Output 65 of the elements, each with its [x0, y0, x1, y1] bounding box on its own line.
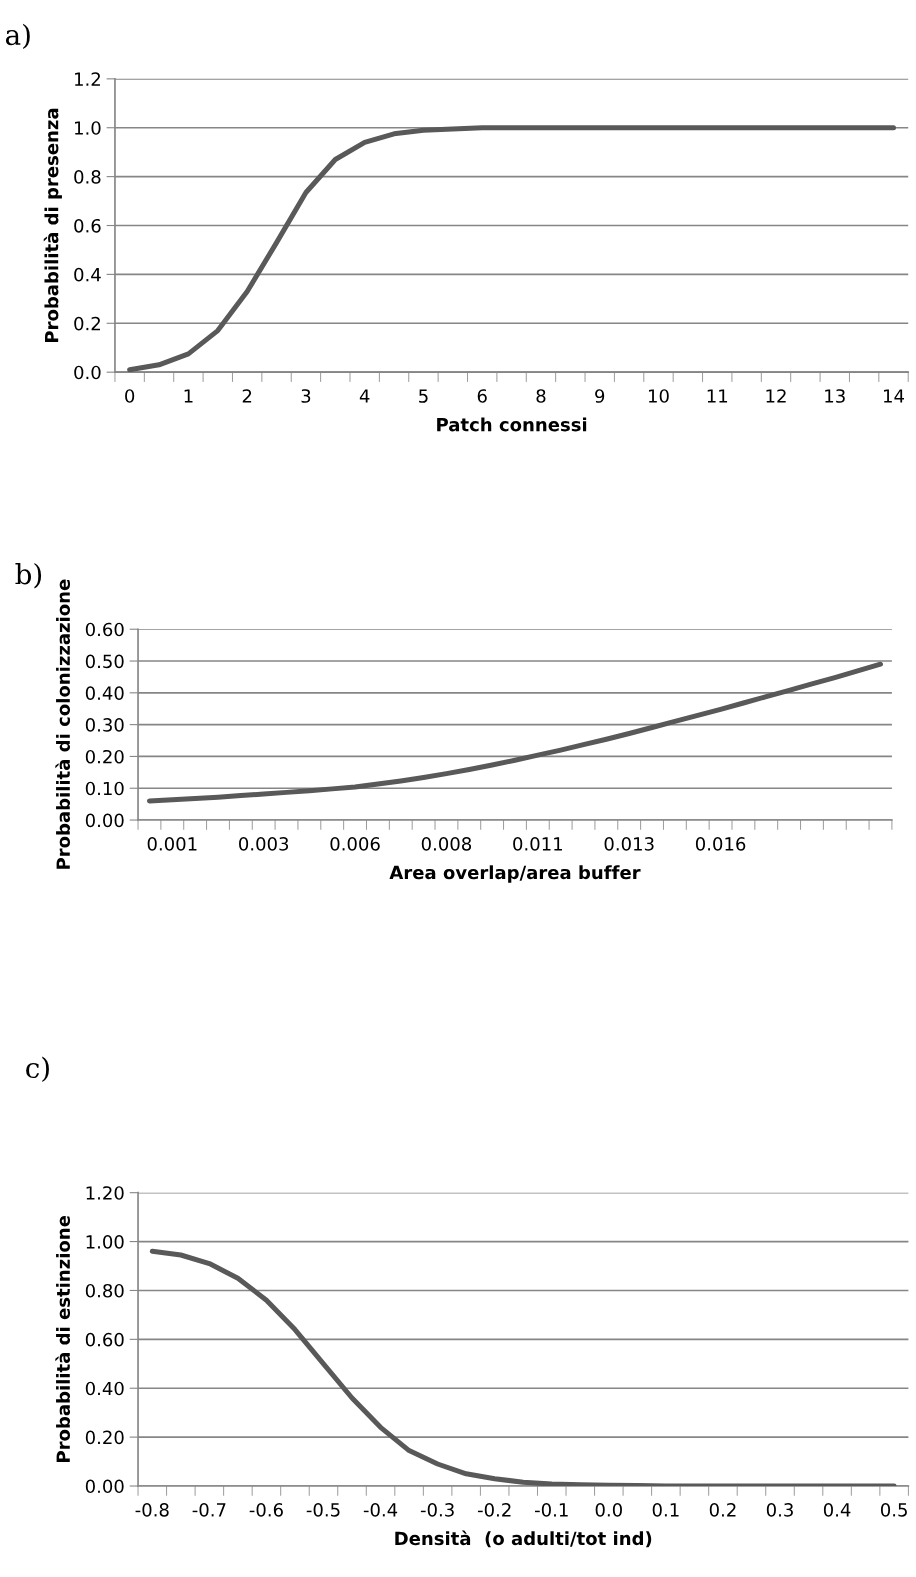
y-tick-label: 0.50 — [85, 654, 124, 669]
x-tick-label: 10 — [648, 389, 669, 403]
x-tick-label: -0.7 — [192, 1502, 226, 1517]
x-tick-label: 9 — [595, 389, 605, 403]
x-tick-label: 11 — [707, 389, 728, 403]
x-tick-label: 0.2 — [709, 1502, 736, 1517]
y-tick-label: 0.80 — [85, 1283, 124, 1298]
y-tick-label: 0.00 — [85, 813, 124, 828]
x-tick-label: 0.4 — [823, 1502, 851, 1517]
x-tick-label: 0.003 — [239, 837, 289, 851]
y-tick-label: 1.20 — [86, 1186, 124, 1200]
x-tick-label: 6 — [477, 389, 487, 403]
x-tick-label: 0.001 — [147, 837, 197, 851]
x-tick-label: 5 — [419, 389, 428, 403]
y-tick-label: 0.20 — [85, 749, 124, 764]
x-tick-label: 4 — [359, 389, 370, 403]
x-tick-label: 12 — [766, 389, 786, 403]
x-tick-label: 0.011 — [513, 837, 562, 851]
y-axis-title: Probabilità di estinzione — [55, 1215, 71, 1462]
y-tick-label: 1.0 — [75, 121, 101, 135]
x-axis-title: Area overlap/area buffer — [389, 865, 641, 883]
x-axis-title: Densità (o adulti/tot ind) — [395, 1530, 652, 1548]
y-tick-label: 0.4 — [74, 267, 101, 282]
x-tick-label: -0.4 — [363, 1502, 398, 1517]
y-tick-label: 0.8 — [74, 170, 101, 184]
x-tick-label: 2 — [242, 389, 252, 403]
x-tick-label: -0.2 — [477, 1502, 511, 1517]
x-tick-label: 0.016 — [695, 837, 746, 851]
y-tick-label: 0.10 — [85, 781, 124, 796]
y-axis-title: Probabilità di colonizzazione — [55, 579, 71, 869]
y-tick-label: 0.40 — [85, 686, 124, 700]
x-axis-title: Patch connessi — [437, 417, 587, 432]
x-tick-label: 0.1 — [652, 1502, 679, 1517]
x-tick-label: 0.008 — [421, 837, 472, 851]
x-tick-label: 1 — [184, 389, 193, 403]
x-tick-label: 3 — [301, 389, 311, 403]
y-tick-label: 0.00 — [85, 1479, 124, 1494]
x-tick-label: 13 — [825, 389, 845, 403]
x-tick-label: -0.8 — [135, 1502, 169, 1517]
x-tick-label: -0.3 — [420, 1502, 454, 1517]
y-tick-label: 1.00 — [86, 1235, 124, 1249]
x-tick-label: -0.5 — [306, 1502, 340, 1517]
y-tick-label: 0.60 — [85, 1332, 124, 1347]
x-tick-label: 0.3 — [766, 1502, 793, 1517]
x-tick-label: 0.013 — [604, 837, 654, 851]
y-tick-label: 0.40 — [85, 1381, 124, 1396]
y-tick-label: 0.20 — [85, 1430, 124, 1445]
x-tick-label: 0.006 — [330, 837, 380, 851]
y-tick-label: 0.30 — [85, 718, 124, 732]
chart-title: a) — [5, 23, 30, 50]
x-tick-label: -0.1 — [535, 1502, 568, 1517]
y-tick-label: 0.60 — [85, 622, 124, 637]
x-tick-label: 0.5 — [880, 1502, 907, 1517]
y-tick-label: 1.2 — [75, 72, 100, 86]
x-tick-label: 0 — [125, 389, 135, 403]
y-tick-label: 0.2 — [74, 316, 100, 331]
y-tick-label: 0.0 — [74, 365, 101, 380]
y-tick-label: 0.6 — [74, 218, 101, 233]
x-tick-label: -0.6 — [249, 1502, 283, 1517]
x-tick-label: 0.0 — [595, 1502, 622, 1517]
chart-title: c) — [26, 1056, 49, 1083]
chart-title: b) — [15, 562, 42, 589]
y-axis-title: Probabilità di presenza — [43, 108, 62, 342]
x-tick-label: 14 — [884, 389, 904, 403]
x-tick-label: 8 — [536, 389, 546, 403]
